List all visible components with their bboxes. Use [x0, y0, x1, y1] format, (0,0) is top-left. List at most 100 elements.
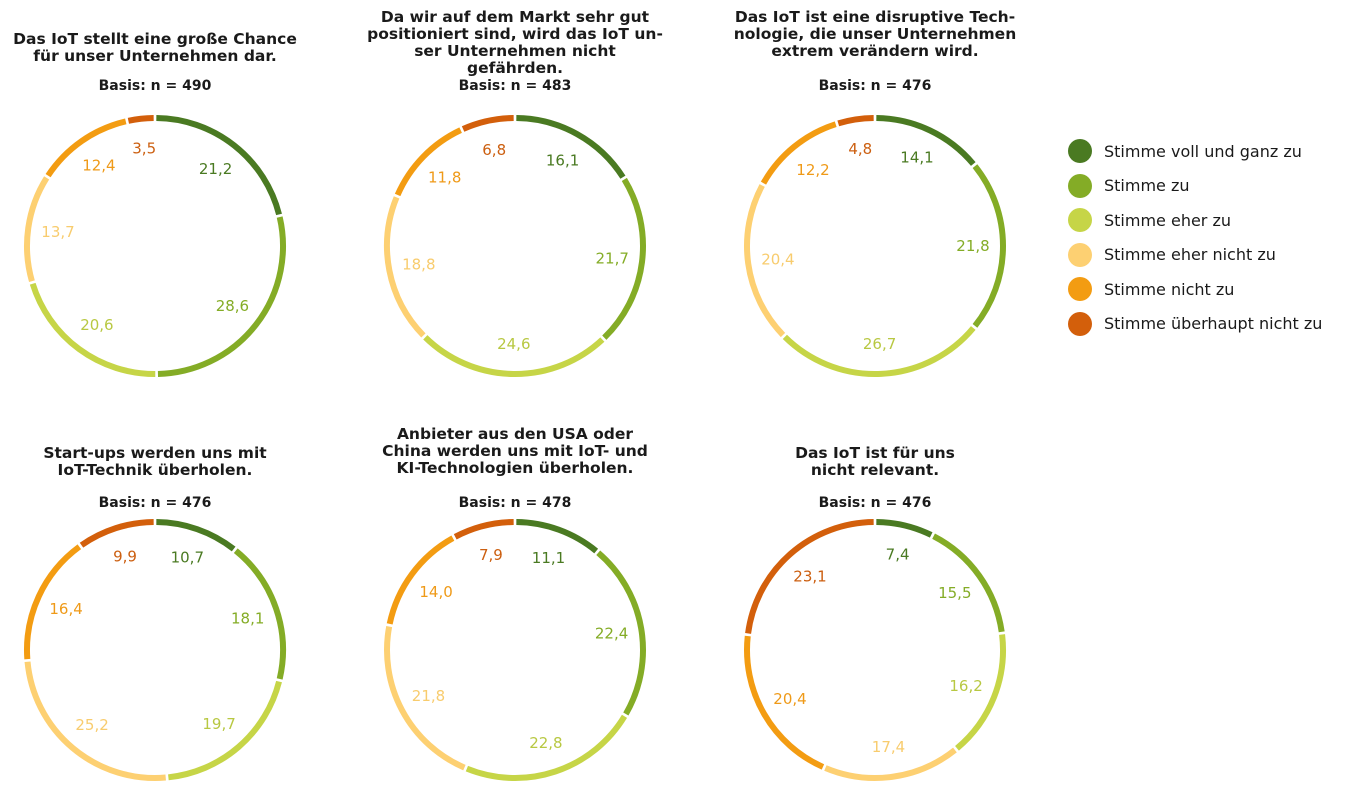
data-label: 21,8	[412, 687, 445, 705]
legend-label: Stimme eher zu	[1104, 210, 1232, 230]
panel-title: Da wir auf dem Markt sehr gut positionie…	[367, 8, 663, 77]
donut-segment	[876, 519, 933, 538]
donut-chart: 21,2 28,6 20,6 13,7 12,4 3,5	[23, 115, 286, 378]
donut-segment	[127, 115, 154, 124]
data-label: 13,7	[41, 223, 74, 241]
data-label: 20,4	[773, 690, 806, 708]
donut-segment	[423, 335, 605, 377]
data-label: 4,8	[848, 140, 872, 158]
donut-segment	[876, 115, 976, 166]
donut-segment	[156, 115, 282, 216]
legend-item: Stimme zu	[1068, 169, 1322, 204]
data-label: 14,0	[419, 583, 452, 601]
donut-segment	[384, 625, 466, 771]
panel-title: Das IoT ist für uns nicht relevant.	[795, 444, 955, 479]
donut-segment	[824, 747, 957, 781]
donut-segment	[29, 282, 156, 378]
data-label: 20,4	[761, 251, 794, 269]
legend-label: Stimme eher nicht zu	[1104, 245, 1276, 265]
data-label: 12,2	[796, 161, 829, 179]
donut-segment	[233, 548, 286, 680]
donut-segment	[596, 550, 646, 716]
data-label: 18,1	[231, 609, 264, 627]
data-label: 11,1	[532, 549, 565, 567]
data-label: 21,8	[956, 237, 989, 255]
data-label: 3,5	[132, 140, 156, 158]
data-label: 6,8	[482, 141, 506, 159]
legend-swatch	[1068, 208, 1092, 233]
legend-label: Stimme zu	[1104, 176, 1190, 196]
donut-segment	[384, 196, 426, 338]
legend-swatch	[1068, 277, 1092, 302]
donut-segment	[516, 519, 599, 554]
panel-title: Anbieter aus den USA oder China werden u…	[382, 425, 648, 477]
panel-title: Das IoT ist eine disruptive Tech- nologi…	[733, 8, 1017, 60]
data-label: 21,7	[595, 249, 628, 267]
data-label: 19,7	[202, 715, 235, 733]
donut-segment	[516, 115, 626, 179]
legend-item: Stimme voll und ganz zu	[1068, 134, 1322, 169]
donut-segment	[972, 164, 1006, 328]
donut-segment	[744, 635, 825, 770]
donut-segment	[453, 519, 514, 540]
panel-title: Das IoT stellt eine große Chance für uns…	[13, 30, 297, 65]
legend-label: Stimme nicht zu	[1104, 279, 1235, 299]
panel-title: Start-ups werden uns mit IoT-Technik übe…	[43, 444, 267, 479]
donut-segment	[837, 115, 874, 127]
data-label: 28,6	[216, 297, 249, 315]
legend-swatch	[1068, 173, 1092, 198]
legend-item: Stimme eher nicht zu	[1068, 238, 1322, 273]
panel-basis: Basis: n = 476	[818, 495, 932, 511]
donut-segment	[386, 535, 455, 625]
data-label: 12,4	[82, 157, 115, 175]
data-label: 22,4	[595, 625, 628, 643]
data-label: 7,9	[479, 546, 503, 564]
data-label: 22,8	[529, 734, 562, 752]
donut-segment	[157, 216, 286, 377]
panel-basis: Basis: n = 483	[458, 78, 572, 94]
data-label: 16,2	[949, 677, 982, 695]
data-label: 20,6	[80, 316, 113, 334]
data-label: 10,7	[171, 549, 204, 567]
donut-chart: 10,7 18,1 19,7 25,2 16,4 9,9	[23, 519, 286, 781]
donut-segment	[955, 634, 1006, 751]
donut-segment	[782, 326, 976, 377]
legend-swatch	[1068, 242, 1092, 267]
data-label: 26,7	[863, 335, 896, 353]
panel-basis: Basis: n = 476	[818, 78, 932, 94]
legend-item: Stimme nicht zu	[1068, 272, 1322, 307]
data-label: 15,5	[938, 584, 971, 602]
donut-segment	[932, 533, 1005, 633]
panel-basis: Basis: n = 490	[98, 78, 212, 94]
data-label: 23,1	[793, 568, 826, 586]
donut-segment	[745, 519, 874, 634]
donut-segment	[156, 519, 236, 552]
data-label: 14,1	[900, 149, 933, 167]
donut-chart: 16,1 21,7 24,6 18,8 11,8 6,8	[384, 115, 646, 377]
donut-chart: 11,1 22,4 22,8 21,8 14,0 7,9	[384, 519, 646, 781]
legend: Stimme voll und ganz zu Stimme zu Stimme…	[1068, 134, 1322, 341]
donut-segment	[602, 177, 646, 340]
donut-segment	[744, 184, 786, 338]
donut-segment	[394, 127, 462, 197]
donut-segment	[45, 118, 127, 178]
panel-basis: Basis: n = 476	[98, 495, 212, 511]
donut-chart: 7,4 15,5 16,2 17,4 20,4 23,1	[744, 519, 1006, 781]
legend-item: Stimme überhaupt nicht zu	[1068, 307, 1322, 342]
legend-label: Stimme voll und ganz zu	[1104, 141, 1302, 161]
donut-segment	[465, 714, 628, 781]
donut-segment	[760, 121, 837, 185]
donut-segment	[24, 661, 166, 781]
legend-swatch	[1068, 139, 1092, 164]
donut-segment	[168, 680, 282, 781]
panel-basis: Basis: n = 478	[458, 495, 572, 511]
data-label: 9,9	[113, 548, 137, 566]
legend-label: Stimme überhaupt nicht zu	[1104, 314, 1323, 334]
data-label: 17,4	[872, 738, 905, 756]
legend-item: Stimme eher zu	[1068, 203, 1322, 238]
data-label: 7,4	[886, 546, 910, 564]
data-label: 11,8	[428, 169, 461, 187]
donut-segment	[79, 519, 154, 548]
donut-segment	[461, 115, 514, 132]
donut-chart: 14,1 21,8 26,7 20,4 12,2 4,8	[744, 115, 1006, 377]
